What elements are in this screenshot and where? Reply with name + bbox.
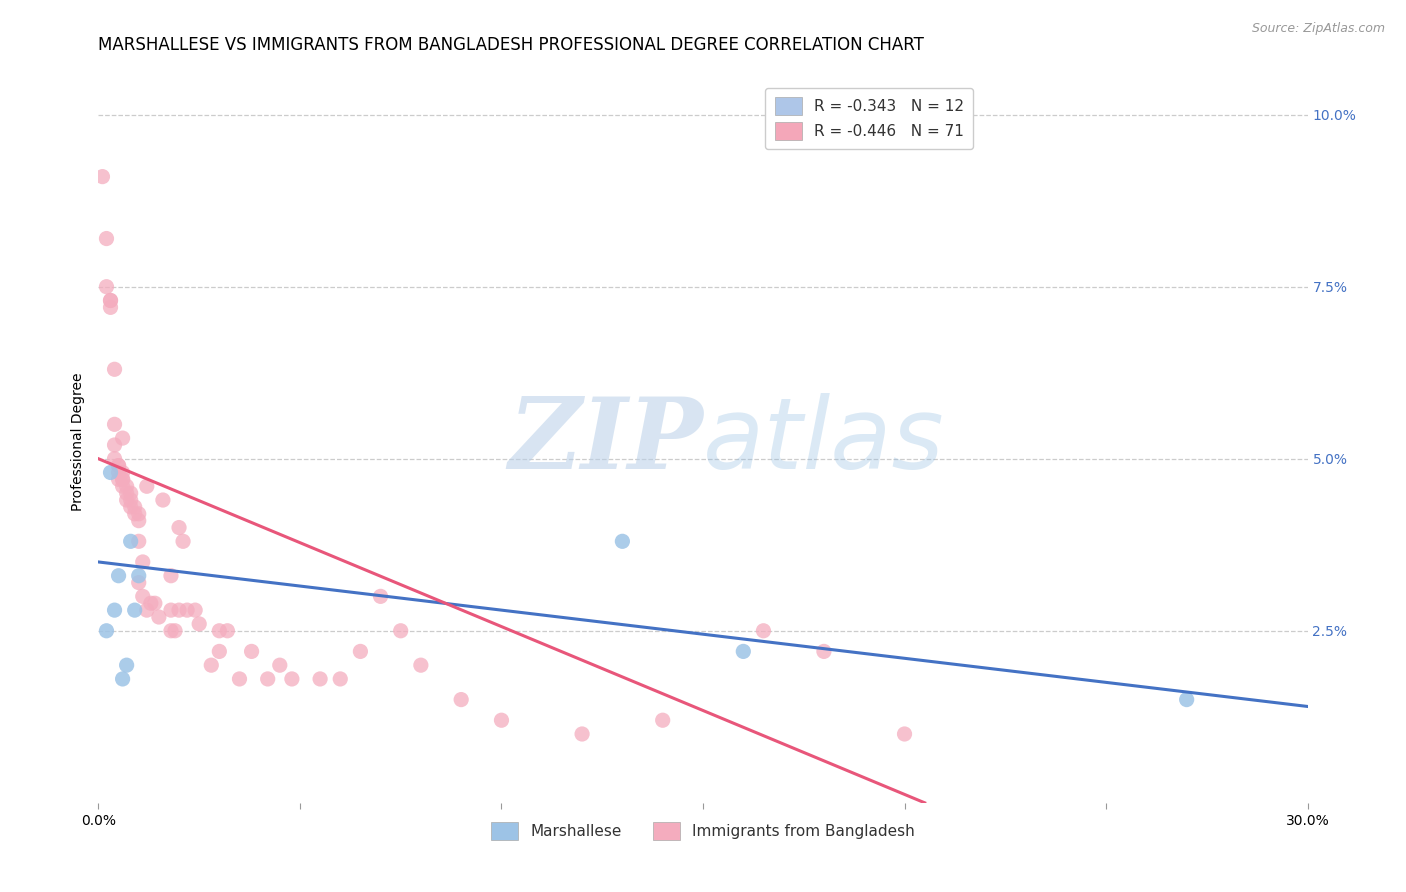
Point (152, 493, 174, 508)
Point (120, 534, 142, 549)
Point (120, 486, 142, 500)
Point (228, 672, 250, 686)
Point (184, 603, 207, 617)
Point (128, 507, 150, 521)
Point (100, 466, 122, 480)
Point (111, 472, 134, 486)
Text: MARSHALLESE VS IMMIGRANTS FROM BANGLADESH PROFESSIONAL DEGREE CORRELATION CHART: MARSHALLESE VS IMMIGRANTS FROM BANGLADES… (98, 36, 924, 54)
Point (450, 692, 472, 706)
Point (120, 493, 142, 508)
Point (111, 479, 134, 493)
Point (370, 590, 392, 604)
Point (124, 507, 146, 521)
Point (100, 293, 122, 308)
Point (208, 644, 231, 658)
Point (309, 672, 332, 686)
Point (612, 534, 634, 549)
Point (893, 727, 915, 741)
Point (111, 466, 134, 480)
Point (208, 624, 231, 638)
Legend: Marshallese, Immigrants from Bangladesh: Marshallese, Immigrants from Bangladesh (485, 816, 921, 846)
Point (409, 658, 432, 673)
Point (107, 472, 129, 486)
Point (188, 616, 211, 631)
Point (132, 555, 155, 569)
Point (176, 603, 198, 617)
Point (100, 293, 122, 308)
Point (96, 279, 118, 293)
Point (115, 658, 138, 673)
Point (103, 451, 125, 466)
Y-axis label: Professional Degree: Professional Degree (72, 372, 86, 511)
Point (103, 417, 125, 432)
Point (139, 596, 162, 610)
Point (349, 644, 371, 658)
Point (128, 575, 150, 590)
Point (240, 644, 263, 658)
Point (107, 466, 129, 480)
Point (132, 590, 155, 604)
Point (752, 624, 775, 638)
Point (96, 231, 118, 245)
Point (163, 624, 186, 638)
Point (571, 727, 593, 741)
Point (135, 603, 157, 617)
Point (96, 624, 118, 638)
Point (329, 672, 352, 686)
Point (111, 472, 134, 486)
Point (167, 603, 190, 617)
Point (115, 493, 138, 508)
Point (160, 603, 183, 617)
Point (256, 672, 278, 686)
Point (1175, 692, 1198, 706)
Point (103, 362, 125, 376)
Point (128, 514, 150, 528)
Point (100, 301, 122, 315)
Point (269, 658, 291, 673)
Point (160, 624, 183, 638)
Point (115, 486, 138, 500)
Text: atlas: atlas (703, 393, 945, 490)
Text: Source: ZipAtlas.com: Source: ZipAtlas.com (1251, 22, 1385, 36)
Point (91, 169, 114, 184)
Point (148, 610, 170, 624)
Point (135, 479, 157, 493)
Point (491, 713, 513, 727)
Point (111, 431, 134, 445)
Point (389, 624, 412, 638)
Point (143, 596, 166, 610)
Point (172, 534, 194, 549)
Point (103, 603, 125, 617)
Point (651, 713, 673, 727)
Point (107, 458, 129, 473)
Point (124, 500, 146, 514)
Point (120, 500, 142, 514)
Point (200, 658, 222, 673)
Point (813, 644, 835, 658)
Point (167, 520, 190, 534)
Point (107, 568, 129, 582)
Point (103, 438, 125, 452)
Point (128, 568, 150, 582)
Point (217, 624, 239, 638)
Text: ZIP: ZIP (508, 393, 703, 490)
Point (128, 534, 150, 549)
Point (160, 568, 183, 582)
Point (115, 479, 138, 493)
Point (111, 672, 134, 686)
Point (733, 644, 755, 658)
Point (124, 603, 146, 617)
Point (107, 458, 129, 473)
Point (281, 672, 304, 686)
